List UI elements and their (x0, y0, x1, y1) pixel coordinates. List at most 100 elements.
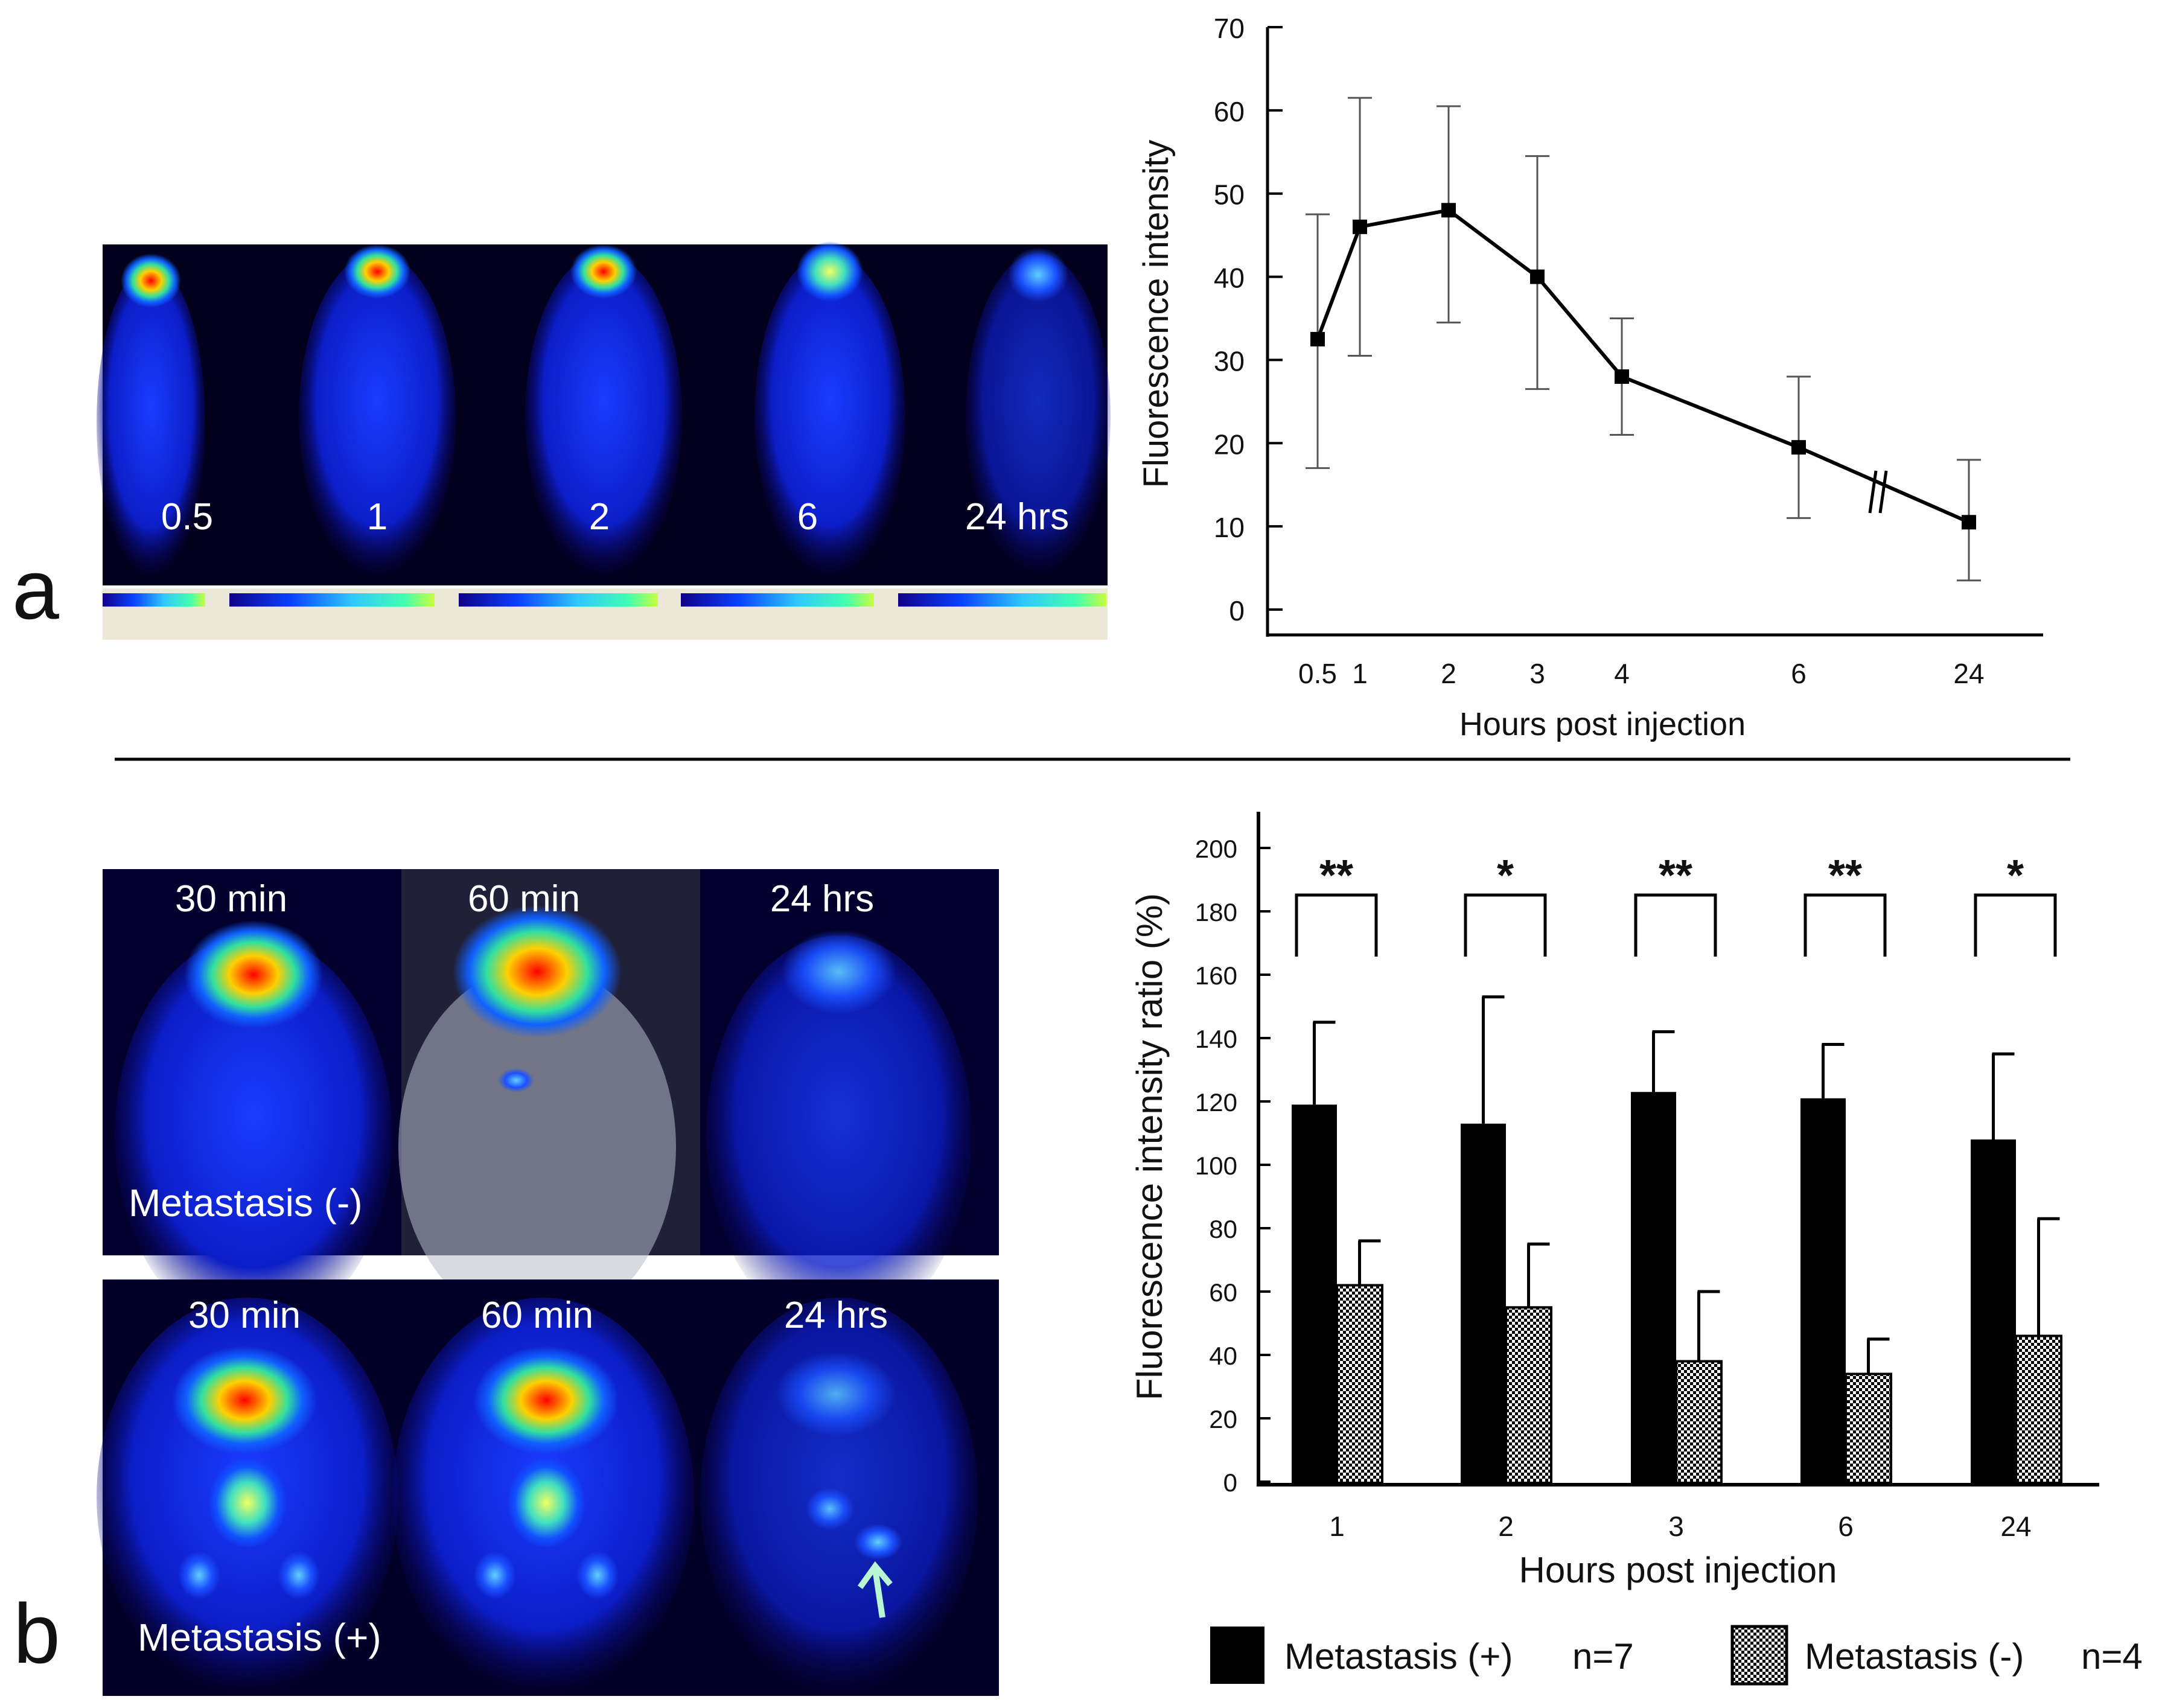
mouse-image-24h (966, 247, 1111, 579)
bottom-row-time-label: 24 hrs (784, 1295, 888, 1336)
y-tick-label: 140 (1195, 1025, 1237, 1053)
y-tick-label: 50 (1214, 179, 1245, 211)
top-row-time-label: 60 min (468, 878, 580, 920)
bar-metastasis-positive (1800, 1098, 1846, 1483)
x-tick-label: 1 (1329, 1511, 1345, 1542)
x-tick-label: 1 (1352, 658, 1368, 689)
x-tick-label: 6 (1838, 1511, 1854, 1542)
y-tick-label: 40 (1209, 1342, 1237, 1370)
y-axis-label: Fluorescence intensity (1137, 139, 1176, 488)
x-axis-label: Hours post injection (1459, 706, 1746, 742)
panel-label-a: a (12, 542, 59, 637)
fluorescence-series-line (1316, 208, 1970, 524)
x-tick-label: 6 (1791, 658, 1807, 689)
bar-metastasis-negative (1675, 1360, 1723, 1484)
mouse-image-0-5h (97, 253, 205, 579)
bar-metastasis-positive (1461, 1123, 1506, 1483)
bottom-row-time-label: 60 min (481, 1295, 593, 1336)
up-arrow-icon (857, 1561, 893, 1618)
metastasis-positive-label: Metastasis (+) (138, 1616, 381, 1659)
panel-b-image-grid: 30 min 60 min 24 hrs Metastasis (-) 30 m… (97, 869, 999, 1696)
mouse-image-bottom-24hrs (700, 1298, 978, 1696)
y-axis-label: Fluorescence intensity ratio (%) (1129, 893, 1170, 1400)
y-tick-label: 60 (1214, 96, 1245, 127)
y-tick-label: 30 (1214, 345, 1245, 377)
x-tick-label: 4 (1614, 658, 1630, 689)
y-tick-label: 160 (1195, 961, 1237, 990)
legend-label-metastasis-negative: Metastasis (-) (1805, 1636, 2024, 1677)
y-tick-label: 40 (1214, 263, 1245, 294)
y-tick-label: 0 (1223, 1468, 1237, 1497)
legend-swatch-metastasis-positive (1210, 1627, 1264, 1684)
data-point (1962, 515, 1976, 530)
y-tick-label: 180 (1195, 898, 1237, 926)
mouse-image-top-60min (398, 905, 676, 1328)
x-tick-label: 0.5 (1298, 658, 1337, 689)
top-row-time-label: 30 min (175, 878, 287, 920)
y-tick-label: 70 (1214, 13, 1245, 44)
legend-n-metastasis-positive: n=7 (1572, 1636, 1634, 1677)
legend-n-metastasis-negative: n=4 (2081, 1636, 2143, 1677)
mouse-image-6h (754, 241, 905, 579)
panel-a-time-label: 0.5 (161, 496, 213, 538)
legend: Metastasis (+) n=7 Metastasis (-) n=4 (1210, 1625, 2143, 1686)
significance-marker: ** (1828, 852, 1862, 900)
data-point (1791, 440, 1806, 455)
y-tick-label: 120 (1195, 1088, 1237, 1117)
mouse-image-2h (525, 244, 682, 579)
x-axis-label: Hours post injection (1519, 1550, 1837, 1590)
bar-metastasis-negative (1336, 1284, 1383, 1484)
bar-metastasis-negative (1845, 1372, 1892, 1484)
y-tick-label: 20 (1209, 1405, 1237, 1433)
significance-bracket (1803, 893, 1887, 957)
panel-a-time-label: 2 (589, 496, 610, 538)
x-tick-label: 3 (1668, 1511, 1684, 1542)
significance-marker: ** (1659, 852, 1692, 900)
data-point (1310, 331, 1325, 346)
legend-swatch-metastasis-negative (1730, 1625, 1788, 1686)
mouse-image-top-24hrs (706, 929, 972, 1334)
bar-metastasis-positive (1631, 1092, 1676, 1483)
y-tick-label: 10 (1214, 512, 1245, 543)
y-tick-label: 0 (1229, 595, 1245, 626)
x-tick-label: 2 (1498, 1511, 1514, 1542)
panel-a-time-label: 24 hrs (965, 496, 1069, 538)
mouse-image-bottom-60min (392, 1298, 694, 1696)
x-tick-label: 24 (1953, 658, 1984, 689)
bar-metastasis-negative (1505, 1306, 1552, 1484)
significance-bracket (1634, 893, 1717, 957)
panel-a-time-label: 6 (797, 496, 818, 538)
significance-marker: ** (1319, 852, 1353, 900)
panel-a-time-label: 1 (367, 496, 387, 538)
top-row-time-label: 24 hrs (770, 878, 874, 920)
panel-a-image-strip: 0.5 1 2 6 24 hrs (97, 241, 1111, 640)
data-point (1615, 369, 1629, 384)
mouse-image-bottom-30min (97, 1298, 398, 1696)
bar-metastasis-negative (2015, 1334, 2062, 1484)
significance-marker: * (2007, 852, 2024, 900)
y-tick-label: 100 (1195, 1152, 1237, 1180)
bar-metastasis-positive (1292, 1104, 1337, 1483)
bottom-row-time-label: 30 min (188, 1295, 301, 1336)
data-point (1530, 269, 1545, 284)
significance-bracket (1295, 893, 1378, 957)
axis-break-marker (1868, 470, 1888, 514)
y-tick-label: 60 (1209, 1278, 1237, 1307)
data-point (1441, 203, 1456, 218)
y-tick-label: 20 (1214, 429, 1245, 460)
color-scale-strip (103, 588, 1108, 640)
mouse-image-top-30min (115, 920, 392, 1334)
y-tick-label: 80 (1209, 1215, 1237, 1243)
significance-marker: * (1497, 852, 1514, 900)
significance-bracket (1974, 893, 2057, 957)
mouse-image-1h (299, 244, 456, 579)
metastasis-negative-label: Metastasis (-) (129, 1181, 363, 1225)
x-tick-label: 3 (1529, 658, 1545, 689)
bar-metastasis-positive (1971, 1139, 2016, 1483)
data-point (1353, 219, 1367, 234)
y-tick-label: 200 (1195, 835, 1237, 863)
panel-a-line-chart: 0 10 20 30 40 50 60 70 0.5 1 2 3 4 6 24 Hours post in… (1137, 13, 2043, 742)
x-tick-label: 2 (1441, 658, 1456, 689)
legend-label-metastasis-positive: Metastasis (+) (1284, 1636, 1513, 1677)
